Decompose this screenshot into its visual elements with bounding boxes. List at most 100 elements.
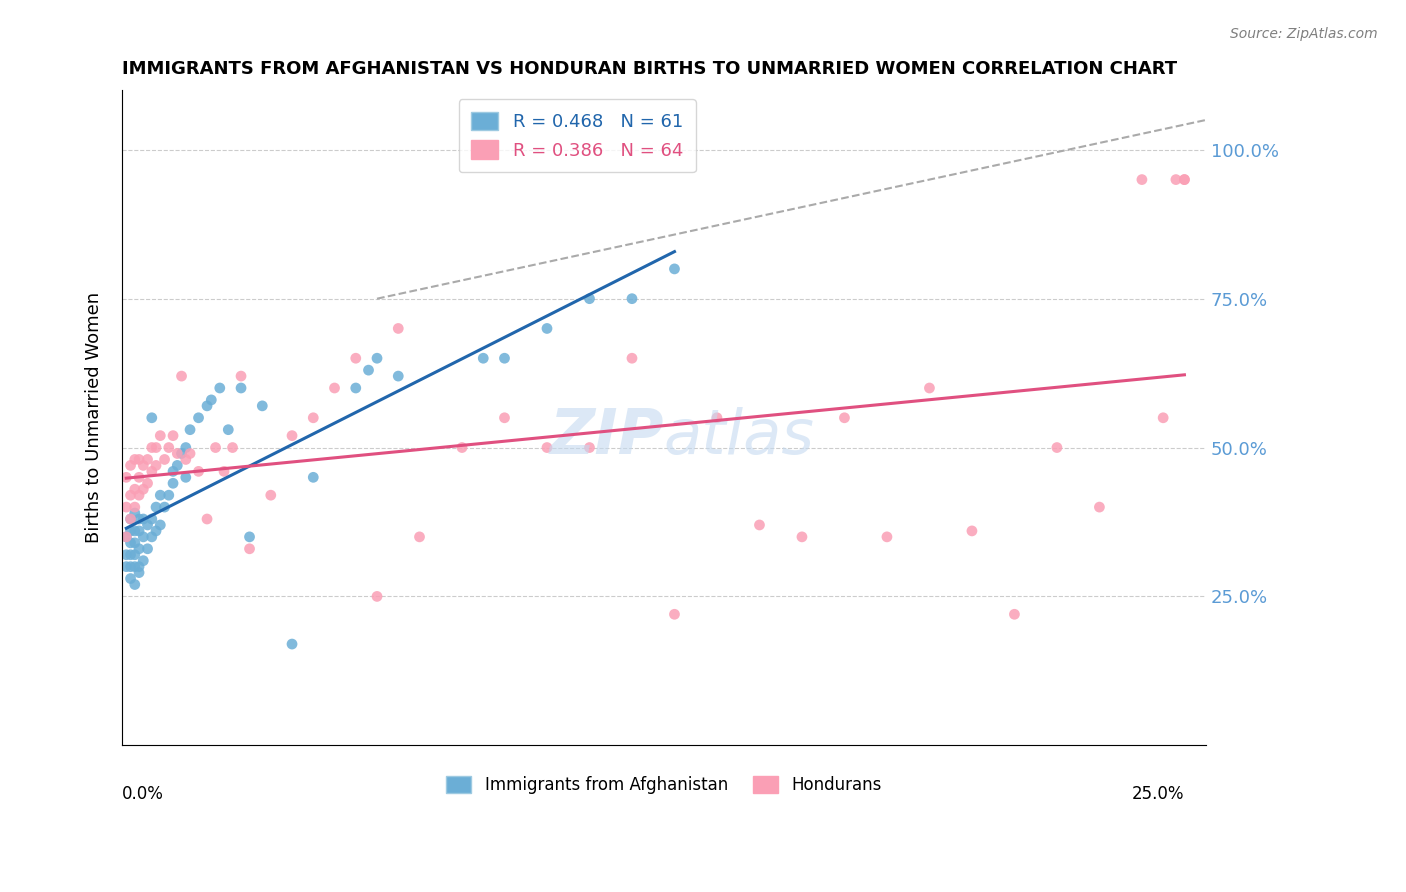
Point — [790, 530, 813, 544]
Point — [1004, 607, 1026, 622]
Point — [212, 464, 235, 478]
Point — [187, 464, 209, 478]
Point — [620, 351, 643, 366]
Point — [620, 292, 643, 306]
Point — [918, 381, 941, 395]
Point — [124, 524, 146, 538]
Point — [179, 446, 201, 460]
Point — [115, 470, 138, 484]
Point — [120, 488, 142, 502]
Point — [195, 512, 218, 526]
Point — [578, 292, 600, 306]
Point — [115, 548, 138, 562]
Point — [120, 524, 142, 538]
Point — [536, 321, 558, 335]
Point — [124, 536, 146, 550]
Point — [281, 637, 304, 651]
Point — [323, 381, 346, 395]
Point — [664, 607, 686, 622]
Point — [1164, 172, 1187, 186]
Point — [120, 512, 142, 526]
Text: ZIP: ZIP — [550, 408, 664, 467]
Text: 25.0%: 25.0% — [1132, 785, 1184, 803]
Point — [115, 500, 138, 514]
Point — [128, 559, 150, 574]
Point — [834, 410, 856, 425]
Point — [124, 500, 146, 514]
Point — [149, 518, 172, 533]
Point — [120, 536, 142, 550]
Legend: Immigrants from Afghanistan, Hondurans: Immigrants from Afghanistan, Hondurans — [437, 768, 890, 803]
Point — [162, 476, 184, 491]
Text: atlas: atlas — [664, 408, 815, 467]
Point — [141, 512, 163, 526]
Point — [366, 351, 388, 366]
Point — [132, 482, 155, 496]
Point — [120, 559, 142, 574]
Point — [876, 530, 898, 544]
Point — [128, 470, 150, 484]
Point — [157, 441, 180, 455]
Point — [706, 410, 728, 425]
Point — [238, 530, 260, 544]
Point — [145, 441, 167, 455]
Point — [120, 512, 142, 526]
Point — [1173, 172, 1195, 186]
Point — [141, 441, 163, 455]
Point — [128, 566, 150, 580]
Point — [170, 446, 193, 460]
Point — [157, 488, 180, 502]
Point — [200, 392, 222, 407]
Point — [120, 548, 142, 562]
Point — [149, 488, 172, 502]
Point — [174, 470, 197, 484]
Point — [578, 441, 600, 455]
Point — [748, 518, 770, 533]
Point — [124, 452, 146, 467]
Point — [141, 464, 163, 478]
Point — [145, 500, 167, 514]
Point — [187, 410, 209, 425]
Point — [472, 351, 495, 366]
Point — [166, 458, 188, 473]
Point — [141, 530, 163, 544]
Point — [960, 524, 983, 538]
Point — [115, 530, 138, 544]
Point — [536, 441, 558, 455]
Point — [387, 321, 409, 335]
Point — [124, 577, 146, 591]
Point — [136, 452, 159, 467]
Point — [136, 476, 159, 491]
Point — [170, 369, 193, 384]
Point — [149, 428, 172, 442]
Point — [132, 512, 155, 526]
Point — [195, 399, 218, 413]
Point — [174, 452, 197, 467]
Point — [229, 369, 252, 384]
Point — [344, 381, 367, 395]
Point — [1173, 172, 1195, 186]
Point — [115, 559, 138, 574]
Point — [120, 458, 142, 473]
Point — [281, 428, 304, 442]
Point — [387, 369, 409, 384]
Point — [238, 541, 260, 556]
Point — [120, 572, 142, 586]
Point — [204, 441, 226, 455]
Point — [1046, 441, 1069, 455]
Point — [128, 488, 150, 502]
Point — [145, 524, 167, 538]
Point — [162, 464, 184, 478]
Point — [221, 441, 243, 455]
Point — [124, 506, 146, 520]
Point — [115, 530, 138, 544]
Text: 0.0%: 0.0% — [122, 785, 165, 803]
Point — [124, 559, 146, 574]
Point — [260, 488, 283, 502]
Point — [208, 381, 231, 395]
Point — [451, 441, 474, 455]
Point — [252, 399, 274, 413]
Point — [132, 458, 155, 473]
Point — [174, 441, 197, 455]
Text: IMMIGRANTS FROM AFGHANISTAN VS HONDURAN BIRTHS TO UNMARRIED WOMEN CORRELATION CH: IMMIGRANTS FROM AFGHANISTAN VS HONDURAN … — [122, 60, 1177, 78]
